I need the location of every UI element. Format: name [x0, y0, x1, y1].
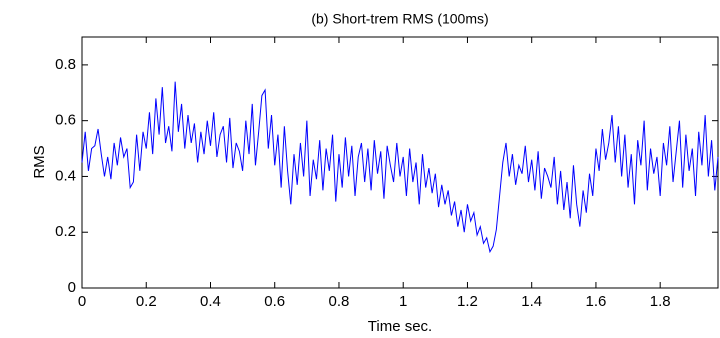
x-axis-label: Time sec.	[368, 318, 432, 335]
chart-title: (b) Short-trem RMS (100ms)	[311, 11, 488, 27]
x-tick-label: 0.2	[136, 293, 157, 310]
x-tick-label: 0.4	[200, 293, 221, 310]
y-tick-label: 0.8	[55, 56, 76, 73]
y-tick-label: 0.2	[55, 223, 76, 240]
x-tick-label: 1.6	[586, 293, 607, 310]
x-tick-label: 0	[78, 293, 86, 310]
x-tick-label: 1.2	[457, 293, 478, 310]
data-line	[81, 81, 719, 254]
y-tick-label: 0.6	[55, 112, 76, 129]
y-tick-label: 0.4	[55, 167, 76, 184]
x-tick-label: 0.8	[329, 293, 350, 310]
x-tick-label: 1.4	[521, 293, 542, 310]
x-tick-label: 1	[399, 293, 407, 310]
y-tick-label: 0	[68, 279, 76, 296]
x-tick-label: 0.6	[264, 293, 285, 310]
y-axis-label: RMS	[31, 145, 48, 178]
x-tick-label: 1.8	[650, 293, 671, 310]
